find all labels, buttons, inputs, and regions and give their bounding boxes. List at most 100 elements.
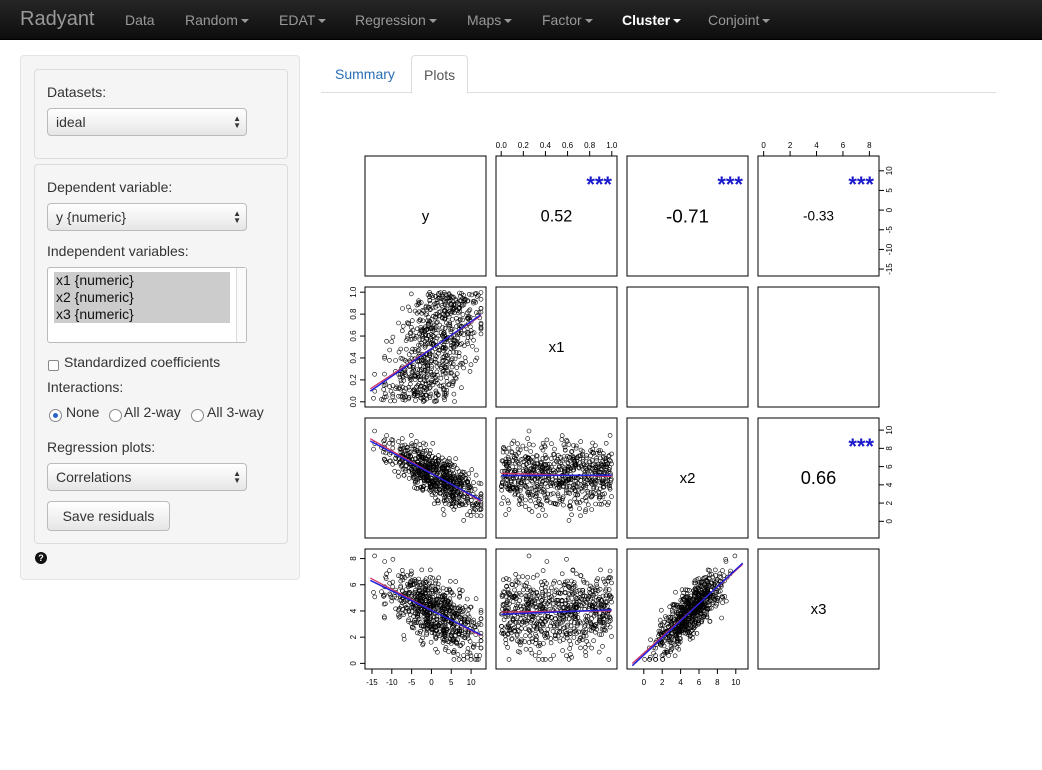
nav-maps[interactable]: Maps (467, 12, 513, 28)
interactions-label: Interactions: (47, 379, 124, 395)
interaction-none-radio[interactable] (49, 409, 62, 422)
scatter-point (469, 467, 475, 472)
nav-edat[interactable]: EDAT (279, 12, 327, 28)
scatter-point (423, 612, 429, 618)
axis-tick-label: 0.4 (349, 352, 358, 364)
scatter-point (574, 640, 580, 645)
scatter-point (372, 372, 377, 377)
scatter-point (461, 618, 467, 624)
listbox-scrollbar[interactable] (236, 268, 246, 342)
scatter-point (550, 628, 556, 634)
scatter-point (534, 453, 539, 458)
scatter-point (468, 657, 474, 662)
question-circle-icon[interactable]: ? (35, 552, 47, 564)
tab-bar: Summary Plots (321, 55, 996, 94)
scatter-point (455, 336, 461, 341)
scatter-point (415, 326, 420, 332)
scatter-point (557, 629, 563, 635)
scatter-point (499, 484, 504, 490)
scatter-point (545, 477, 551, 482)
axis-tick-label: 2 (885, 500, 894, 505)
scatter-point (520, 456, 526, 462)
scatter-point (435, 498, 440, 503)
scatter-point (428, 306, 433, 312)
caret-down-icon (240, 19, 249, 24)
standardized-checkbox[interactable] (48, 360, 59, 371)
scatter-point (442, 315, 448, 321)
scatter-point (445, 355, 451, 361)
correlation-value-y-x1: 0.52 (541, 207, 573, 225)
scatter-point (421, 397, 426, 403)
nav-data[interactable]: Data (125, 12, 155, 28)
axis-tick-label: 6 (841, 141, 846, 150)
scatter-point (412, 373, 418, 378)
nav-conjoint[interactable]: Conjoint (708, 12, 771, 28)
independent-option-x1[interactable]: x1 {numeric} (54, 272, 230, 289)
scatter-point (440, 345, 445, 351)
nav-cluster[interactable]: Cluster (622, 12, 682, 28)
datasets-select[interactable]: ideal ▲ ▼ (47, 108, 247, 136)
scatter-point (526, 428, 532, 434)
scatter-point (531, 442, 536, 448)
nav-random[interactable]: Random (185, 12, 249, 28)
panel-y-x3 (757, 155, 880, 277)
scatter-point (428, 625, 434, 630)
scatter-point (450, 614, 456, 619)
scatter-point (446, 382, 451, 388)
scatter-point (387, 347, 393, 353)
sidebar: Datasets: ideal ▲ ▼ Dependent variable: y… (20, 55, 300, 580)
dependent-variable-select[interactable]: y {numeric} ▲ ▼ (47, 203, 247, 231)
scatter-point (441, 330, 447, 335)
scatter-point (467, 509, 473, 514)
nav-regression[interactable]: Regression (355, 12, 437, 28)
scatter-point (525, 436, 530, 441)
interaction-2way-radio[interactable] (109, 409, 122, 422)
scatter-point (439, 303, 445, 308)
scatter-point (470, 502, 475, 507)
scatter-point (405, 581, 410, 587)
scatter-point (400, 610, 406, 616)
scatter-point (436, 575, 441, 581)
independent-option-x3[interactable]: x3 {numeric} (54, 306, 230, 323)
scatter-point (409, 349, 414, 355)
scatter-point (566, 518, 572, 523)
scatter-point (509, 450, 515, 456)
scatter-point (412, 620, 418, 626)
scatter-point (408, 579, 413, 585)
scatter-point (444, 459, 450, 465)
scatter-point (478, 607, 484, 613)
scatter-point (527, 633, 533, 639)
scatter-point (510, 458, 516, 463)
scatter-point (513, 578, 519, 584)
scatter-point (441, 357, 446, 363)
scatter-point (411, 333, 417, 339)
regression-plots-select[interactable]: Correlations ▲ ▼ (47, 463, 247, 491)
scatter-point (603, 464, 609, 470)
scatter-point (598, 567, 603, 573)
scatter-point (474, 355, 480, 361)
brand-logo[interactable]: Radyant (20, 8, 95, 30)
nav-factor[interactable]: Factor (542, 12, 593, 28)
scatter-point (454, 365, 460, 370)
scatter-point (455, 341, 460, 346)
tab-summary[interactable]: Summary (335, 66, 395, 82)
scatter-point (465, 480, 471, 485)
scatter-point (540, 469, 545, 475)
scatter-point (500, 449, 506, 455)
save-residuals-button[interactable]: Save residuals (47, 501, 170, 531)
scatter-point (411, 393, 417, 399)
scatter-point (450, 337, 456, 343)
scatter-point (448, 310, 454, 316)
scatter-point (406, 396, 411, 402)
scatter-point (434, 369, 440, 375)
scatter-point (466, 485, 472, 491)
scatter-point (573, 481, 578, 487)
scatter-point (380, 397, 386, 403)
interaction-3way-radio[interactable] (191, 409, 204, 422)
independent-variables-listbox[interactable]: x1 {numeric} x2 {numeric} x3 {numeric} (47, 267, 247, 343)
independent-option-x2[interactable]: x2 {numeric} (54, 289, 230, 306)
scatter-point (431, 490, 437, 495)
scatter-point (467, 639, 473, 644)
tab-plots[interactable]: Plots (411, 55, 468, 94)
scatter-point (405, 333, 410, 339)
